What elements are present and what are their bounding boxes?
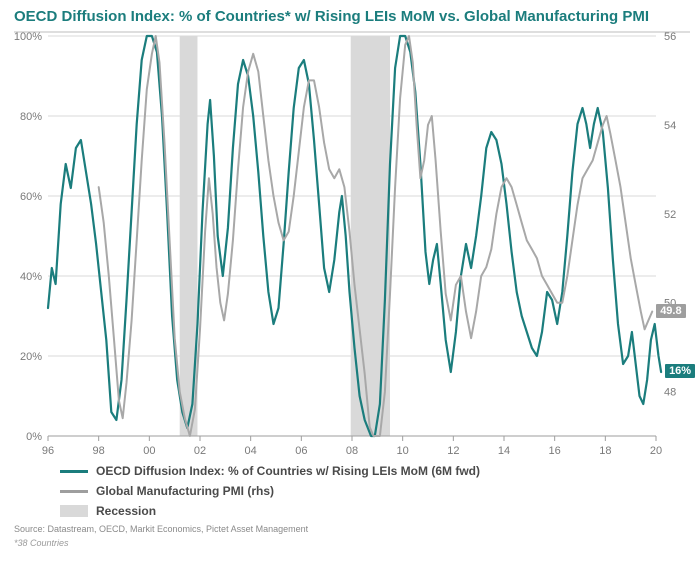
svg-text:60%: 60% [20,191,42,203]
svg-text:56: 56 [664,31,676,43]
svg-text:40%: 40% [20,271,42,283]
svg-text:06: 06 [295,445,307,457]
svg-text:52: 52 [664,209,676,221]
legend: OECD Diffusion Index: % of Countries w/ … [60,462,480,522]
svg-text:14: 14 [498,445,510,457]
svg-text:100%: 100% [14,31,42,43]
source-text: Source: Datastream, OECD, Markit Economi… [14,524,308,534]
legend-label: Recession [96,502,156,520]
svg-text:96: 96 [42,445,54,457]
chart-title: OECD Diffusion Index: % of Countries* w/… [14,8,649,25]
svg-text:04: 04 [245,445,257,457]
legend-item: OECD Diffusion Index: % of Countries w/ … [60,462,480,480]
svg-text:54: 54 [664,120,676,132]
svg-text:18: 18 [599,445,611,457]
legend-swatch [60,490,88,493]
svg-text:00: 00 [143,445,155,457]
svg-text:20%: 20% [20,351,42,363]
svg-text:16: 16 [549,445,561,457]
svg-text:02: 02 [194,445,206,457]
svg-text:80%: 80% [20,111,42,123]
svg-text:48: 48 [664,387,676,399]
legend-swatch [60,505,88,517]
svg-text:10: 10 [397,445,409,457]
footnote-text: *38 Countries [14,538,69,548]
legend-item: Recession [60,502,480,520]
legend-swatch [60,470,88,473]
end-label-pmi: 49.8 [656,304,685,318]
svg-text:20: 20 [650,445,662,457]
svg-text:0%: 0% [26,431,42,443]
chart-container: OECD Diffusion Index: % of Countries* w/… [0,0,698,564]
legend-label: Global Manufacturing PMI (rhs) [96,482,274,500]
svg-text:98: 98 [93,445,105,457]
end-label-oecd: 16% [665,364,695,378]
svg-text:12: 12 [447,445,459,457]
legend-label: OECD Diffusion Index: % of Countries w/ … [96,462,480,480]
legend-item: Global Manufacturing PMI (rhs) [60,482,480,500]
svg-text:08: 08 [346,445,358,457]
